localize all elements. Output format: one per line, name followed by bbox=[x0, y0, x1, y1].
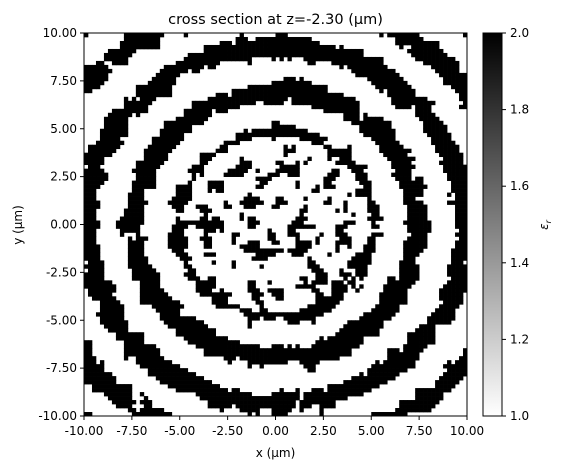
y-tick-label: 7.50 bbox=[50, 74, 77, 88]
y-tick-label: 5.00 bbox=[50, 122, 77, 136]
x-tick-label: 0.00 bbox=[262, 424, 289, 438]
y-tick-label: -10.00 bbox=[38, 409, 77, 423]
y-tick-label: -2.50 bbox=[46, 265, 77, 279]
colorbar-tick-label: 1.8 bbox=[510, 103, 529, 117]
y-tick-label: -5.00 bbox=[46, 313, 77, 327]
x-tick-label: 10.00 bbox=[450, 424, 484, 438]
colorbar-tick-label: 2.0 bbox=[510, 26, 529, 40]
x-tick-label: -10.00 bbox=[65, 424, 104, 438]
colorbar: 1.0 1.2 1.4 1.6 1.8 2.0 εr bbox=[482, 26, 553, 423]
colorbar-ticks: 1.0 1.2 1.4 1.6 1.8 2.0 bbox=[502, 26, 529, 423]
chart-title: cross section at z=-2.30 (μm) bbox=[168, 12, 383, 28]
colorbar-tick-label: 1.0 bbox=[510, 409, 529, 423]
colorbar-gradient bbox=[482, 32, 503, 417]
y-tick-label: 10.00 bbox=[43, 26, 77, 40]
permittivity-pattern bbox=[84, 33, 467, 416]
x-tick-label: 7.50 bbox=[406, 424, 433, 438]
x-tick-label: 2.50 bbox=[310, 424, 337, 438]
y-axis-label: y (μm) bbox=[11, 205, 25, 245]
y-tick-label: 2.50 bbox=[50, 170, 77, 184]
x-axis-ticks: -10.00 -7.50 -5.00 -2.50 0.00 2.50 5.00 7.50 10.… bbox=[65, 416, 484, 438]
colorbar-tick-label: 1.4 bbox=[510, 256, 529, 270]
x-axis-label: x (μm) bbox=[256, 446, 296, 460]
colorbar-label: εr bbox=[537, 219, 553, 230]
x-tick-label: -2.50 bbox=[212, 424, 243, 438]
colorbar-tick-label: 1.2 bbox=[510, 332, 529, 346]
colorbar-label-sub: r bbox=[544, 219, 553, 223]
y-tick-label: -7.50 bbox=[46, 361, 77, 375]
colorbar-label-base: ε bbox=[537, 223, 551, 230]
y-axis-ticks: -10.00 -7.50 -5.00 -2.50 0.00 2.50 5.00 7.50 10.… bbox=[38, 26, 84, 423]
colorbar-tick-label: 1.6 bbox=[510, 179, 529, 193]
y-tick-label: 0.00 bbox=[50, 218, 77, 232]
x-tick-label: -5.00 bbox=[164, 424, 195, 438]
x-tick-label: 5.00 bbox=[358, 424, 385, 438]
plot-area bbox=[83, 32, 468, 417]
x-tick-label: -7.50 bbox=[116, 424, 147, 438]
